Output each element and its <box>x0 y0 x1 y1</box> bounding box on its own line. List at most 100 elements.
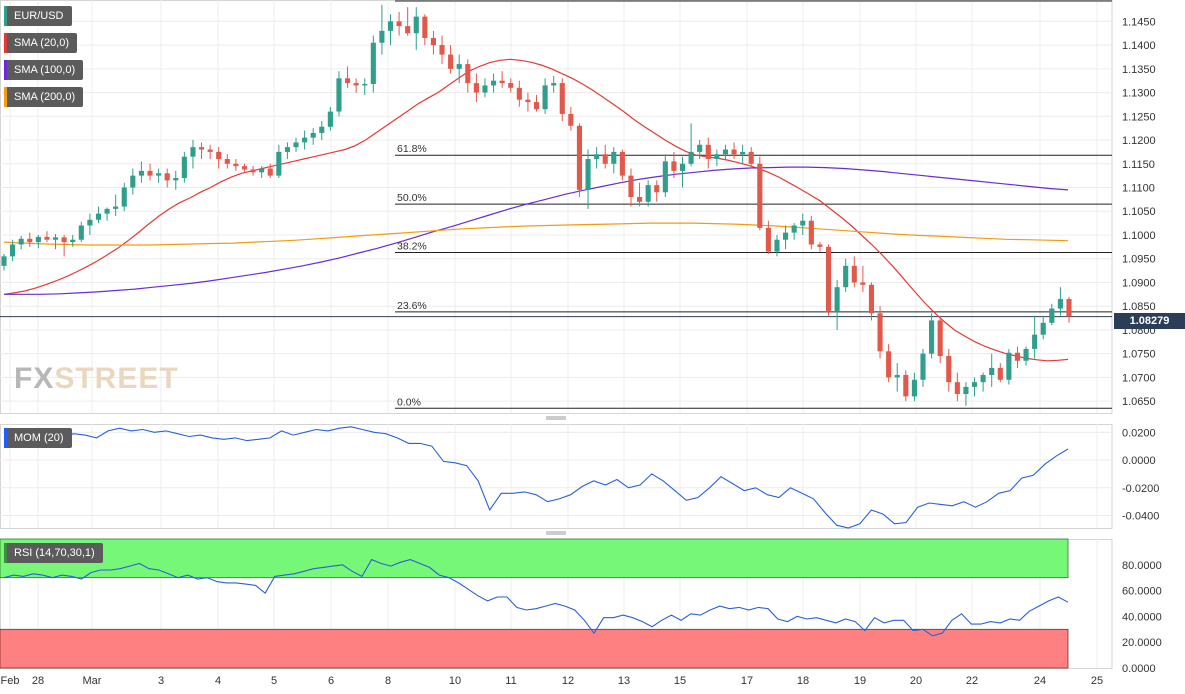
candle-body <box>1057 299 1063 309</box>
y-tick-label-main: 1.1050 <box>1122 206 1156 218</box>
candle-body <box>164 173 170 181</box>
y-tick-label-rsi: 0.0000 <box>1122 663 1156 675</box>
candle-body <box>971 382 978 387</box>
candle-body <box>276 151 282 176</box>
y-tick-label-main: 1.0900 <box>1122 277 1156 289</box>
x-tick-label: 13 <box>618 675 630 687</box>
candle-body <box>482 85 488 93</box>
y-tick-label-main: 1.1300 <box>1122 88 1156 100</box>
legend-rsi-swatch <box>4 543 7 563</box>
legend-mom[interactable]: MOM (20) <box>4 428 72 448</box>
y-tick-label-main: 1.1400 <box>1122 40 1156 52</box>
candle-body <box>44 236 50 240</box>
candle-body <box>868 284 875 314</box>
candle-body <box>997 367 1003 380</box>
x-tick-label: 19 <box>854 675 866 687</box>
candle-body <box>851 265 857 283</box>
legend-sma20[interactable]: SMA (20,0) <box>4 33 78 53</box>
candle-body <box>1032 334 1038 349</box>
legend-rsi-label: RSI (14,70,30,1) <box>14 547 95 559</box>
candle-body <box>113 206 119 209</box>
logo-fx: FX <box>14 362 55 395</box>
candle-body <box>353 83 359 86</box>
y-tick-label-main: 1.1100 <box>1122 183 1155 195</box>
candle-body <box>344 78 351 84</box>
candle-body <box>1 256 7 266</box>
mom-line <box>3 426 1069 529</box>
candle-body <box>877 313 883 352</box>
candle-body <box>817 244 823 247</box>
candle-body <box>387 21 394 31</box>
candle-body <box>70 239 76 243</box>
y-tick-label-main: 1.1000 <box>1122 230 1156 242</box>
candle-body <box>156 173 162 176</box>
candle-body <box>937 320 943 357</box>
candle-body <box>422 16 428 38</box>
y-tick-label-rsi: 20.0000 <box>1122 637 1162 649</box>
legend-sma200[interactable]: SMA (200,0) <box>4 87 84 107</box>
y-tick-label-mom: -0.0200 <box>1122 483 1159 495</box>
y-tick-label-main: 1.1200 <box>1122 135 1156 147</box>
candle-body <box>10 244 16 257</box>
x-tick-label: 25 <box>1091 675 1103 687</box>
candle-body <box>576 125 582 190</box>
candle-body <box>52 237 59 240</box>
legend-sma100[interactable]: SMA (100,0) <box>4 60 84 80</box>
candle-body <box>791 225 797 233</box>
candle-body <box>894 375 900 378</box>
rsi-line <box>3 558 1069 637</box>
candle-body <box>18 238 24 245</box>
candle-body <box>731 149 737 155</box>
x-tick-label: 28 <box>32 675 44 687</box>
legend-sma100-label: SMA (100,0) <box>14 64 76 76</box>
sma100-line <box>4 166 1069 295</box>
y-tick-label-main: 1.0750 <box>1122 349 1156 361</box>
x-tick-label: 4 <box>215 675 221 687</box>
candle-body <box>190 147 196 157</box>
y-tick-label-rsi: 40.0000 <box>1122 611 1162 623</box>
candle-body <box>714 154 720 160</box>
candle-body <box>765 227 771 252</box>
fib-label: 0.0% <box>397 396 421 408</box>
legend-eurusd[interactable]: EUR/USD <box>4 6 72 26</box>
legend-rsi[interactable]: RSI (14,70,30,1) <box>4 543 103 563</box>
candle-body <box>1014 352 1021 361</box>
fib-label: 38.2% <box>397 241 427 253</box>
y-tick-label-main: 1.1150 <box>1122 159 1155 171</box>
candle-body <box>439 45 445 55</box>
candle-body <box>61 237 67 243</box>
candle-body <box>87 219 93 226</box>
candle-body <box>757 163 763 228</box>
candle-body <box>250 169 256 173</box>
candle-body <box>413 16 419 34</box>
y-tick-label-mom: 0.0000 <box>1122 455 1156 467</box>
candle-body <box>336 78 342 112</box>
candle-body <box>216 151 222 160</box>
candle-body <box>379 30 385 43</box>
candle-body <box>860 282 866 285</box>
candle-body <box>267 168 273 176</box>
y-tick-label-mom: 0.0200 <box>1122 427 1156 439</box>
candle-body <box>559 83 565 114</box>
candle-body <box>920 353 926 380</box>
candle-body <box>491 80 497 86</box>
candle-body <box>679 163 686 171</box>
candle-body <box>568 113 574 126</box>
candle-body <box>740 151 746 155</box>
candle-body <box>662 161 668 193</box>
legend-sma20-swatch <box>4 33 7 53</box>
y-tick-label-rsi: 60.0000 <box>1122 586 1162 598</box>
candle-body <box>293 142 299 148</box>
x-tick-label: 22 <box>966 675 978 687</box>
y-tick-label-main: 1.0700 <box>1122 372 1156 384</box>
candle-body <box>834 287 840 311</box>
y-tick-label-mom: -0.0400 <box>1122 511 1159 523</box>
x-tick-label: 10 <box>449 675 461 687</box>
current-price-tag: 1.08279 <box>1114 313 1185 329</box>
candle-body <box>1023 348 1029 361</box>
candle-body <box>104 208 110 214</box>
fib-label: 50.0% <box>397 192 427 204</box>
legend-sma20-label: SMA (20,0) <box>14 37 70 49</box>
candle-body <box>748 151 754 164</box>
